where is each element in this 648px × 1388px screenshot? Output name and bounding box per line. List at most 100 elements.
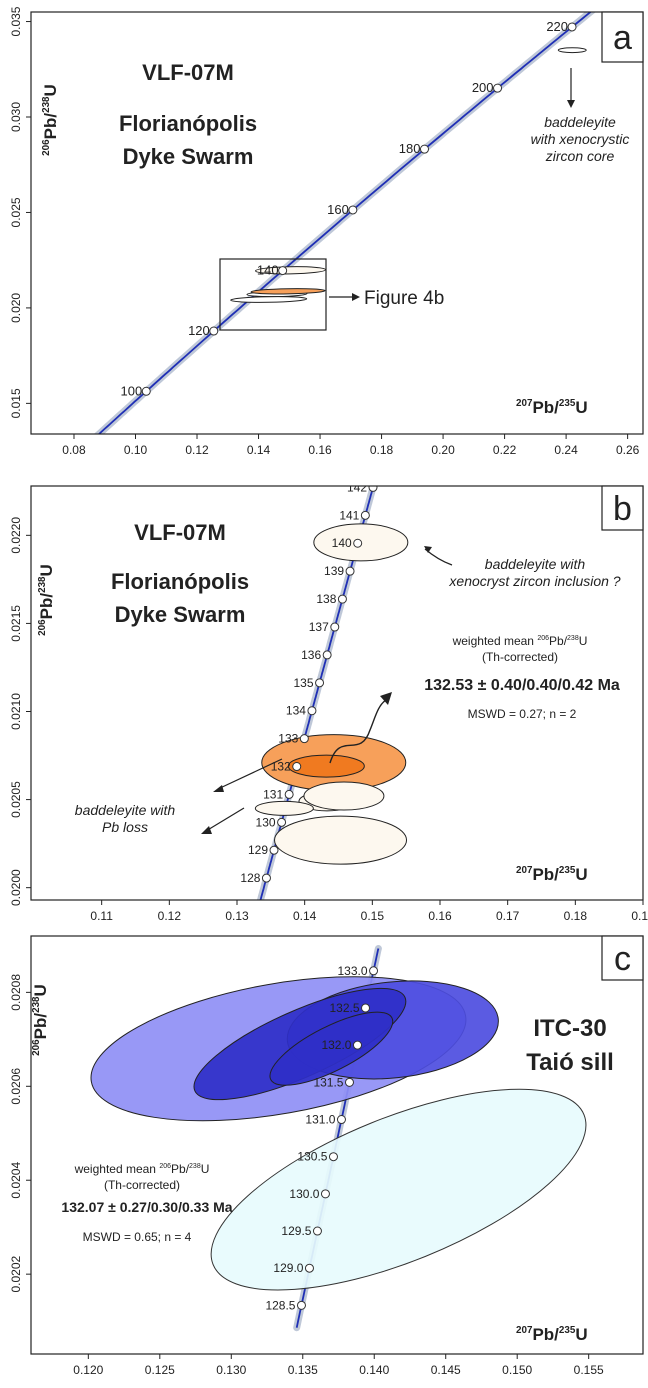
age-label: 134 xyxy=(286,704,306,718)
y-axis-label-sup2: 238 xyxy=(31,996,42,1013)
sample-title-line: ITC-30 xyxy=(533,1015,606,1042)
y-tick-label: 0.0202 xyxy=(9,1255,23,1292)
y-axis-label-sup2: 238 xyxy=(37,576,48,593)
age-marker xyxy=(296,1300,306,1310)
y-tick-label: 0.035 xyxy=(9,6,23,36)
sample-title-line: Florianópolis xyxy=(119,111,257,136)
age-marker xyxy=(269,845,279,855)
age-label: 131.0 xyxy=(305,1113,335,1127)
x-tick-label: 0.135 xyxy=(288,1363,318,1377)
x-tick-label: 0.08 xyxy=(62,443,86,457)
age-marker xyxy=(336,1115,346,1125)
age-marker xyxy=(493,83,503,93)
y-axis-label-slash: / xyxy=(41,113,60,118)
x-axis-label: 207Pb/235U xyxy=(516,865,588,884)
data-ellipse-4 xyxy=(250,288,326,295)
wm-label-mid: Pb/ xyxy=(171,1162,190,1176)
x-tick-label: 0.14 xyxy=(247,443,271,457)
x-tick-label: 0.22 xyxy=(493,443,517,457)
y-axis-label-sup1: 206 xyxy=(37,619,48,636)
annotation-line: baddeleyite xyxy=(544,114,616,130)
zoom-box-label: Figure 4b xyxy=(364,288,444,309)
age-marker xyxy=(348,205,358,215)
x-axis-label-sup1: 207 xyxy=(516,398,533,409)
y-tick-label: 0.0204 xyxy=(9,1162,23,1199)
annotation2-arrow-b xyxy=(205,807,245,832)
x-tick-label: 0.150 xyxy=(502,1363,532,1377)
x-axis-label-unit: U xyxy=(575,398,587,417)
y-tick-label: 0.025 xyxy=(9,197,23,227)
age-label: 131.5 xyxy=(313,1075,343,1089)
x-tick-label: 0.11 xyxy=(90,909,113,923)
sample-title-line: Dyke Swarm xyxy=(123,144,254,169)
age-marker xyxy=(330,622,340,632)
plot-frame xyxy=(30,11,644,435)
y-axis-label-sup1: 206 xyxy=(41,139,52,156)
x-axis-label-sup2: 235 xyxy=(559,865,576,876)
age-marker xyxy=(322,650,332,660)
sample-title-line: Dyke Swarm xyxy=(115,602,246,627)
x-axis-label-sup1: 207 xyxy=(516,1325,533,1336)
y-tick-label: 0.0220 xyxy=(9,517,23,554)
panel-letter: a xyxy=(613,19,632,57)
age-marker xyxy=(284,789,294,799)
panel-letter: b xyxy=(613,490,632,528)
age-label: 140 xyxy=(332,536,352,550)
age-marker xyxy=(307,706,317,716)
age-marker xyxy=(315,678,325,688)
y-tick-label: 0.020 xyxy=(9,293,23,323)
wm-label-sup2: 238 xyxy=(567,635,579,642)
age-marker xyxy=(312,1226,322,1236)
panel-b: 128 129 130 131 132 133 134 135 136 137 138 139 140 1… xyxy=(9,480,648,923)
data-ellipse-5 xyxy=(303,781,385,811)
age-marker xyxy=(368,486,378,492)
y-axis-label-unit: U xyxy=(37,564,56,576)
y-axis-label: 206Pb/238U xyxy=(31,984,50,1056)
wm-sub: (Th-corrected) xyxy=(104,1178,180,1192)
x-tick-label: 0.12 xyxy=(185,443,209,457)
wm-label-post: U xyxy=(201,1162,210,1176)
result-arrowhead xyxy=(380,692,392,705)
x-axis-label-main: Pb xyxy=(532,398,554,417)
concordia-curve xyxy=(97,12,592,434)
age-label: 142 xyxy=(347,480,367,494)
age-label: 160 xyxy=(327,202,349,217)
panel-letter: c xyxy=(614,940,631,978)
annotation2-arrowhead-b xyxy=(201,826,212,834)
age-marker xyxy=(320,1189,330,1199)
data-ellipse-6 xyxy=(274,815,408,865)
age-marker xyxy=(344,1077,354,1087)
y-tick-label: 0.030 xyxy=(9,102,23,132)
zoom-box xyxy=(219,258,327,331)
age-label: 130 xyxy=(256,815,276,829)
wm-sub: (Th-corrected) xyxy=(482,650,558,664)
data-ellipse-3 xyxy=(287,754,365,778)
age-label: 137 xyxy=(309,620,329,634)
age-marker xyxy=(352,1040,362,1050)
y-tick-label: 0.015 xyxy=(9,388,23,418)
data-ellipse-7 xyxy=(254,800,314,816)
y-axis-label: 206Pb/238U xyxy=(41,84,60,156)
x-axis-label-unit: U xyxy=(575,865,587,884)
x-tick-label: 0.140 xyxy=(359,1363,389,1377)
age-marker xyxy=(261,873,271,883)
age-label: 132 xyxy=(271,760,291,774)
age-label: 132.5 xyxy=(329,1001,359,1015)
x-axis-label-main: Pb xyxy=(532,865,554,884)
x-axis-label-unit: U xyxy=(575,1325,587,1344)
x-tick-label: 0.18 xyxy=(564,909,588,923)
age-label: 131 xyxy=(263,787,283,801)
x-tick-label: 0.14 xyxy=(293,909,317,923)
annotation2-arrowhead-a xyxy=(213,785,224,792)
age-label: 129.0 xyxy=(273,1261,303,1275)
x-tick-label: 0.26 xyxy=(616,443,640,457)
y-axis-label-main: Pb xyxy=(31,1018,50,1040)
age-marker xyxy=(277,817,287,827)
panel-a: 100 120 140 160 180 200 220 0.08 0.10 0.12 0.14 0.1… xyxy=(9,6,644,457)
x-tick-label: 0.16 xyxy=(428,909,452,923)
x-axis-label: 207Pb/235U xyxy=(516,398,588,417)
x-axis-label-slash: / xyxy=(554,865,559,884)
y-tick-label: 0.0208 xyxy=(9,974,23,1011)
age-marker xyxy=(369,966,379,976)
x-axis-label-sup2: 235 xyxy=(559,398,576,409)
